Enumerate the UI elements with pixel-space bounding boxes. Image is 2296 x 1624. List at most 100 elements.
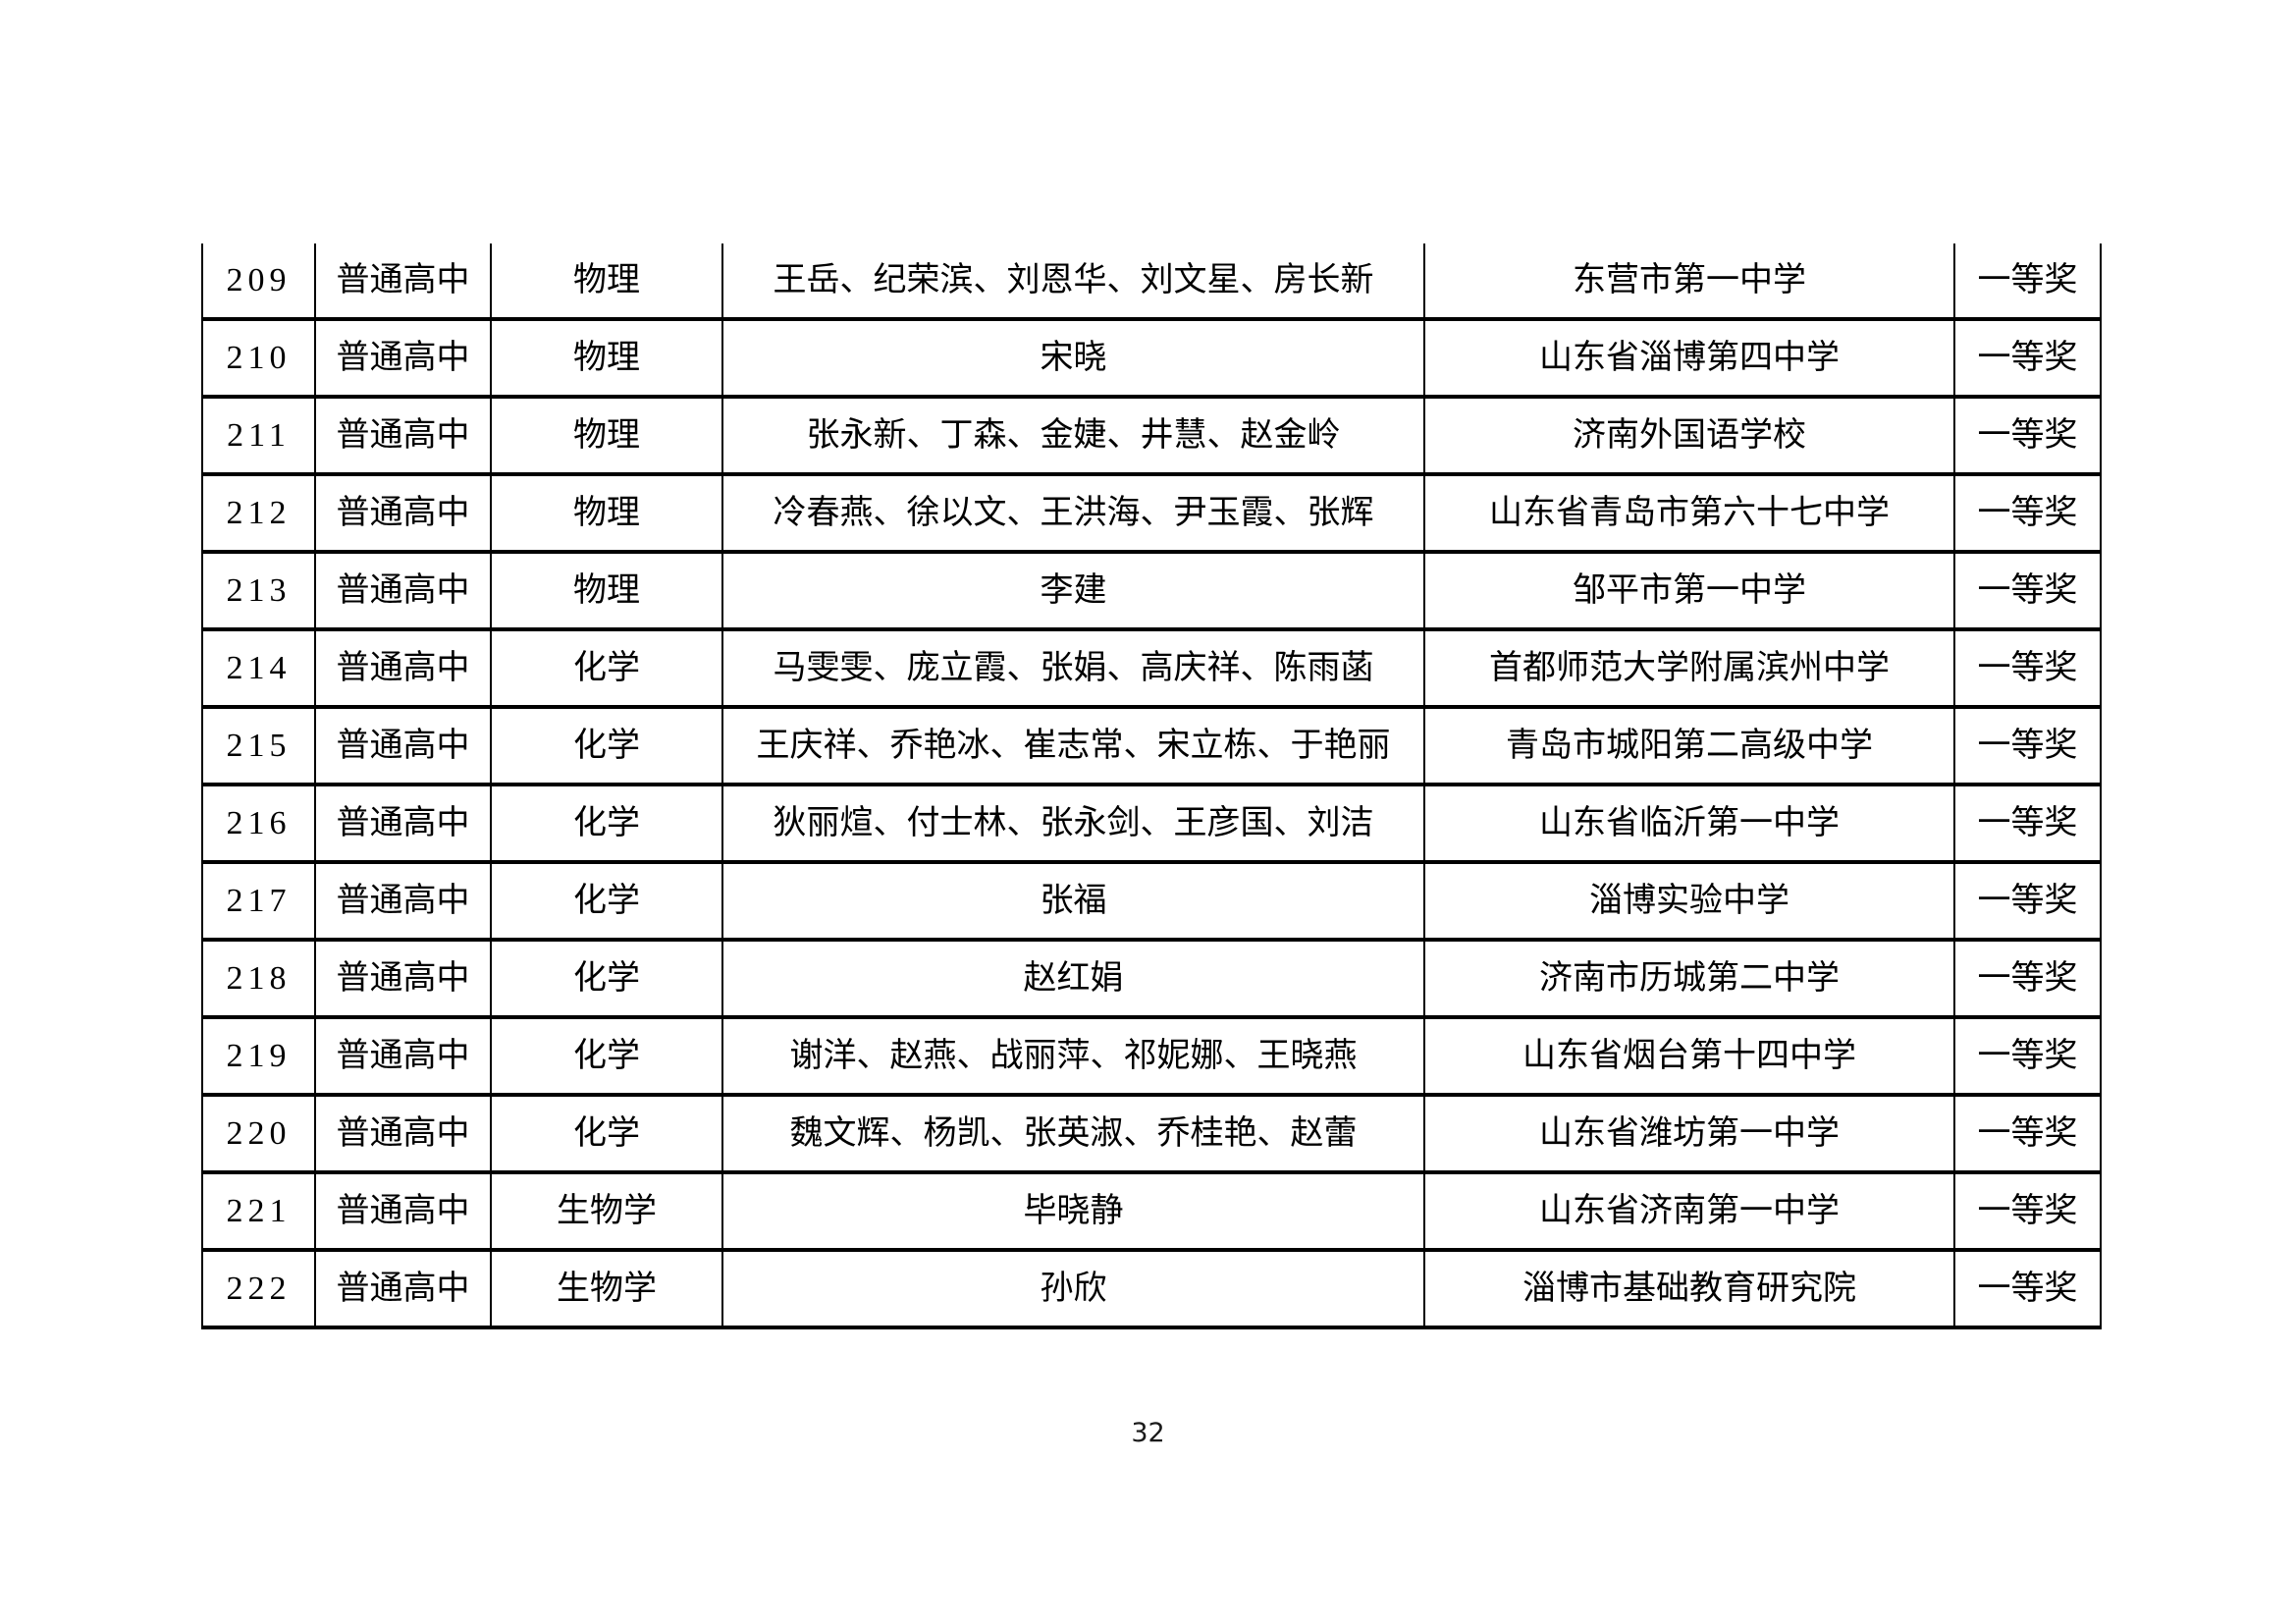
cell-number: 215 (202, 707, 316, 786)
cell-school: 山东省烟台第十四中学 (1424, 1017, 1955, 1097)
cell-number: 216 (202, 785, 316, 864)
cell-names: 魏文辉、杨凯、张英淑、乔桂艳、赵蕾 (722, 1095, 1425, 1174)
cell-subject: 化学 (491, 629, 723, 709)
cell-school: 济南外国语学校 (1424, 397, 1955, 476)
cell-school-type: 普通高中 (315, 1172, 492, 1252)
cell-school-type: 普通高中 (315, 1017, 492, 1097)
cell-school-type: 普通高中 (315, 552, 492, 631)
cell-award: 一等奖 (1954, 1095, 2102, 1174)
cell-names: 宋晓 (722, 319, 1425, 399)
cell-number: 210 (202, 319, 316, 399)
cell-award: 一等奖 (1954, 397, 2102, 476)
table-row: 216 普通高中 化学 狄丽煊、付士林、张永剑、王彦国、刘洁 山东省临沂第一中学… (202, 785, 2102, 864)
cell-subject: 化学 (491, 785, 723, 864)
cell-subject: 化学 (491, 862, 723, 942)
cell-school: 首都师范大学附属滨州中学 (1424, 629, 1955, 709)
cell-award: 一等奖 (1954, 319, 2102, 399)
cell-school-type: 普通高中 (315, 1095, 492, 1174)
cell-award: 一等奖 (1954, 552, 2102, 631)
cell-school-type: 普通高中 (315, 785, 492, 864)
cell-names: 毕晓静 (722, 1172, 1425, 1252)
table-row: 218 普通高中 化学 赵红娟 济南市历城第二中学 一等奖 (202, 940, 2102, 1019)
table-row: 220 普通高中 化学 魏文辉、杨凯、张英淑、乔桂艳、赵蕾 山东省潍坊第一中学 … (202, 1095, 2102, 1174)
award-table-body: 209 普通高中 物理 王岳、纪荣滨、刘恩华、刘文星、房长新 东营市第一中学 一… (202, 244, 2102, 1329)
cell-school: 山东省潍坊第一中学 (1424, 1095, 1955, 1174)
cell-names: 张福 (722, 862, 1425, 942)
cell-subject: 化学 (491, 1095, 723, 1174)
cell-number: 214 (202, 629, 316, 709)
cell-subject: 物理 (491, 397, 723, 476)
cell-subject: 生物学 (491, 1250, 723, 1329)
cell-school-type: 普通高中 (315, 244, 492, 321)
cell-number: 211 (202, 397, 316, 476)
cell-award: 一等奖 (1954, 1172, 2102, 1252)
cell-subject: 生物学 (491, 1172, 723, 1252)
cell-names: 马雯雯、庞立霞、张娟、高庆祥、陈雨菡 (722, 629, 1425, 709)
cell-school-type: 普通高中 (315, 397, 492, 476)
cell-award: 一等奖 (1954, 785, 2102, 864)
table-row: 212 普通高中 物理 冷春燕、徐以文、王洪海、尹玉霞、张辉 山东省青岛市第六十… (202, 474, 2102, 554)
cell-school: 山东省临沂第一中学 (1424, 785, 1955, 864)
cell-award: 一等奖 (1954, 862, 2102, 942)
cell-school: 淄博市基础教育研究院 (1424, 1250, 1955, 1329)
cell-number: 217 (202, 862, 316, 942)
cell-subject: 化学 (491, 707, 723, 786)
cell-school-type: 普通高中 (315, 940, 492, 1019)
cell-award: 一等奖 (1954, 940, 2102, 1019)
cell-number: 221 (202, 1172, 316, 1252)
cell-subject: 物理 (491, 552, 723, 631)
cell-school-type: 普通高中 (315, 629, 492, 709)
cell-names: 张永新、丁森、金婕、井慧、赵金岭 (722, 397, 1425, 476)
table-row: 213 普通高中 物理 李建 邹平市第一中学 一等奖 (202, 552, 2102, 631)
table-row: 221 普通高中 生物学 毕晓静 山东省济南第一中学 一等奖 (202, 1172, 2102, 1252)
award-table: 209 普通高中 物理 王岳、纪荣滨、刘恩华、刘文星、房长新 东营市第一中学 一… (201, 244, 2102, 1329)
cell-number: 209 (202, 244, 316, 321)
cell-subject: 物理 (491, 319, 723, 399)
cell-number: 222 (202, 1250, 316, 1329)
cell-school: 邹平市第一中学 (1424, 552, 1955, 631)
cell-award: 一等奖 (1954, 1250, 2102, 1329)
cell-award: 一等奖 (1954, 244, 2102, 321)
cell-subject: 化学 (491, 1017, 723, 1097)
cell-school: 山东省青岛市第六十七中学 (1424, 474, 1955, 554)
cell-number: 213 (202, 552, 316, 631)
cell-subject: 化学 (491, 940, 723, 1019)
cell-school: 济南市历城第二中学 (1424, 940, 1955, 1019)
cell-subject: 物理 (491, 244, 723, 321)
cell-number: 219 (202, 1017, 316, 1097)
table-row: 217 普通高中 化学 张福 淄博实验中学 一等奖 (202, 862, 2102, 942)
cell-names: 王庆祥、乔艳冰、崔志常、宋立栋、于艳丽 (722, 707, 1425, 786)
cell-names: 谢洋、赵燕、战丽萍、祁妮娜、王晓燕 (722, 1017, 1425, 1097)
cell-number: 218 (202, 940, 316, 1019)
page-number: 32 (1131, 1418, 1165, 1448)
cell-number: 212 (202, 474, 316, 554)
cell-school-type: 普通高中 (315, 1250, 492, 1329)
table-row: 215 普通高中 化学 王庆祥、乔艳冰、崔志常、宋立栋、于艳丽 青岛市城阳第二高… (202, 707, 2102, 786)
table-row: 210 普通高中 物理 宋晓 山东省淄博第四中学 一等奖 (202, 319, 2102, 399)
table-row: 211 普通高中 物理 张永新、丁森、金婕、井慧、赵金岭 济南外国语学校 一等奖 (202, 397, 2102, 476)
cell-names: 赵红娟 (722, 940, 1425, 1019)
cell-award: 一等奖 (1954, 1017, 2102, 1097)
table-row: 209 普通高中 物理 王岳、纪荣滨、刘恩华、刘文星、房长新 东营市第一中学 一… (202, 244, 2102, 321)
cell-school: 山东省淄博第四中学 (1424, 319, 1955, 399)
cell-school-type: 普通高中 (315, 707, 492, 786)
table-row: 219 普通高中 化学 谢洋、赵燕、战丽萍、祁妮娜、王晓燕 山东省烟台第十四中学… (202, 1017, 2102, 1097)
cell-names: 李建 (722, 552, 1425, 631)
cell-award: 一等奖 (1954, 629, 2102, 709)
cell-names: 王岳、纪荣滨、刘恩华、刘文星、房长新 (722, 244, 1425, 321)
cell-names: 孙欣 (722, 1250, 1425, 1329)
table-row: 214 普通高中 化学 马雯雯、庞立霞、张娟、高庆祥、陈雨菡 首都师范大学附属滨… (202, 629, 2102, 709)
cell-school: 山东省济南第一中学 (1424, 1172, 1955, 1252)
cell-school: 东营市第一中学 (1424, 244, 1955, 321)
cell-award: 一等奖 (1954, 474, 2102, 554)
cell-names: 冷春燕、徐以文、王洪海、尹玉霞、张辉 (722, 474, 1425, 554)
cell-school-type: 普通高中 (315, 862, 492, 942)
cell-school: 淄博实验中学 (1424, 862, 1955, 942)
cell-school-type: 普通高中 (315, 319, 492, 399)
table-row: 222 普通高中 生物学 孙欣 淄博市基础教育研究院 一等奖 (202, 1250, 2102, 1329)
cell-school-type: 普通高中 (315, 474, 492, 554)
cell-subject: 物理 (491, 474, 723, 554)
cell-school: 青岛市城阳第二高级中学 (1424, 707, 1955, 786)
cell-number: 220 (202, 1095, 316, 1174)
